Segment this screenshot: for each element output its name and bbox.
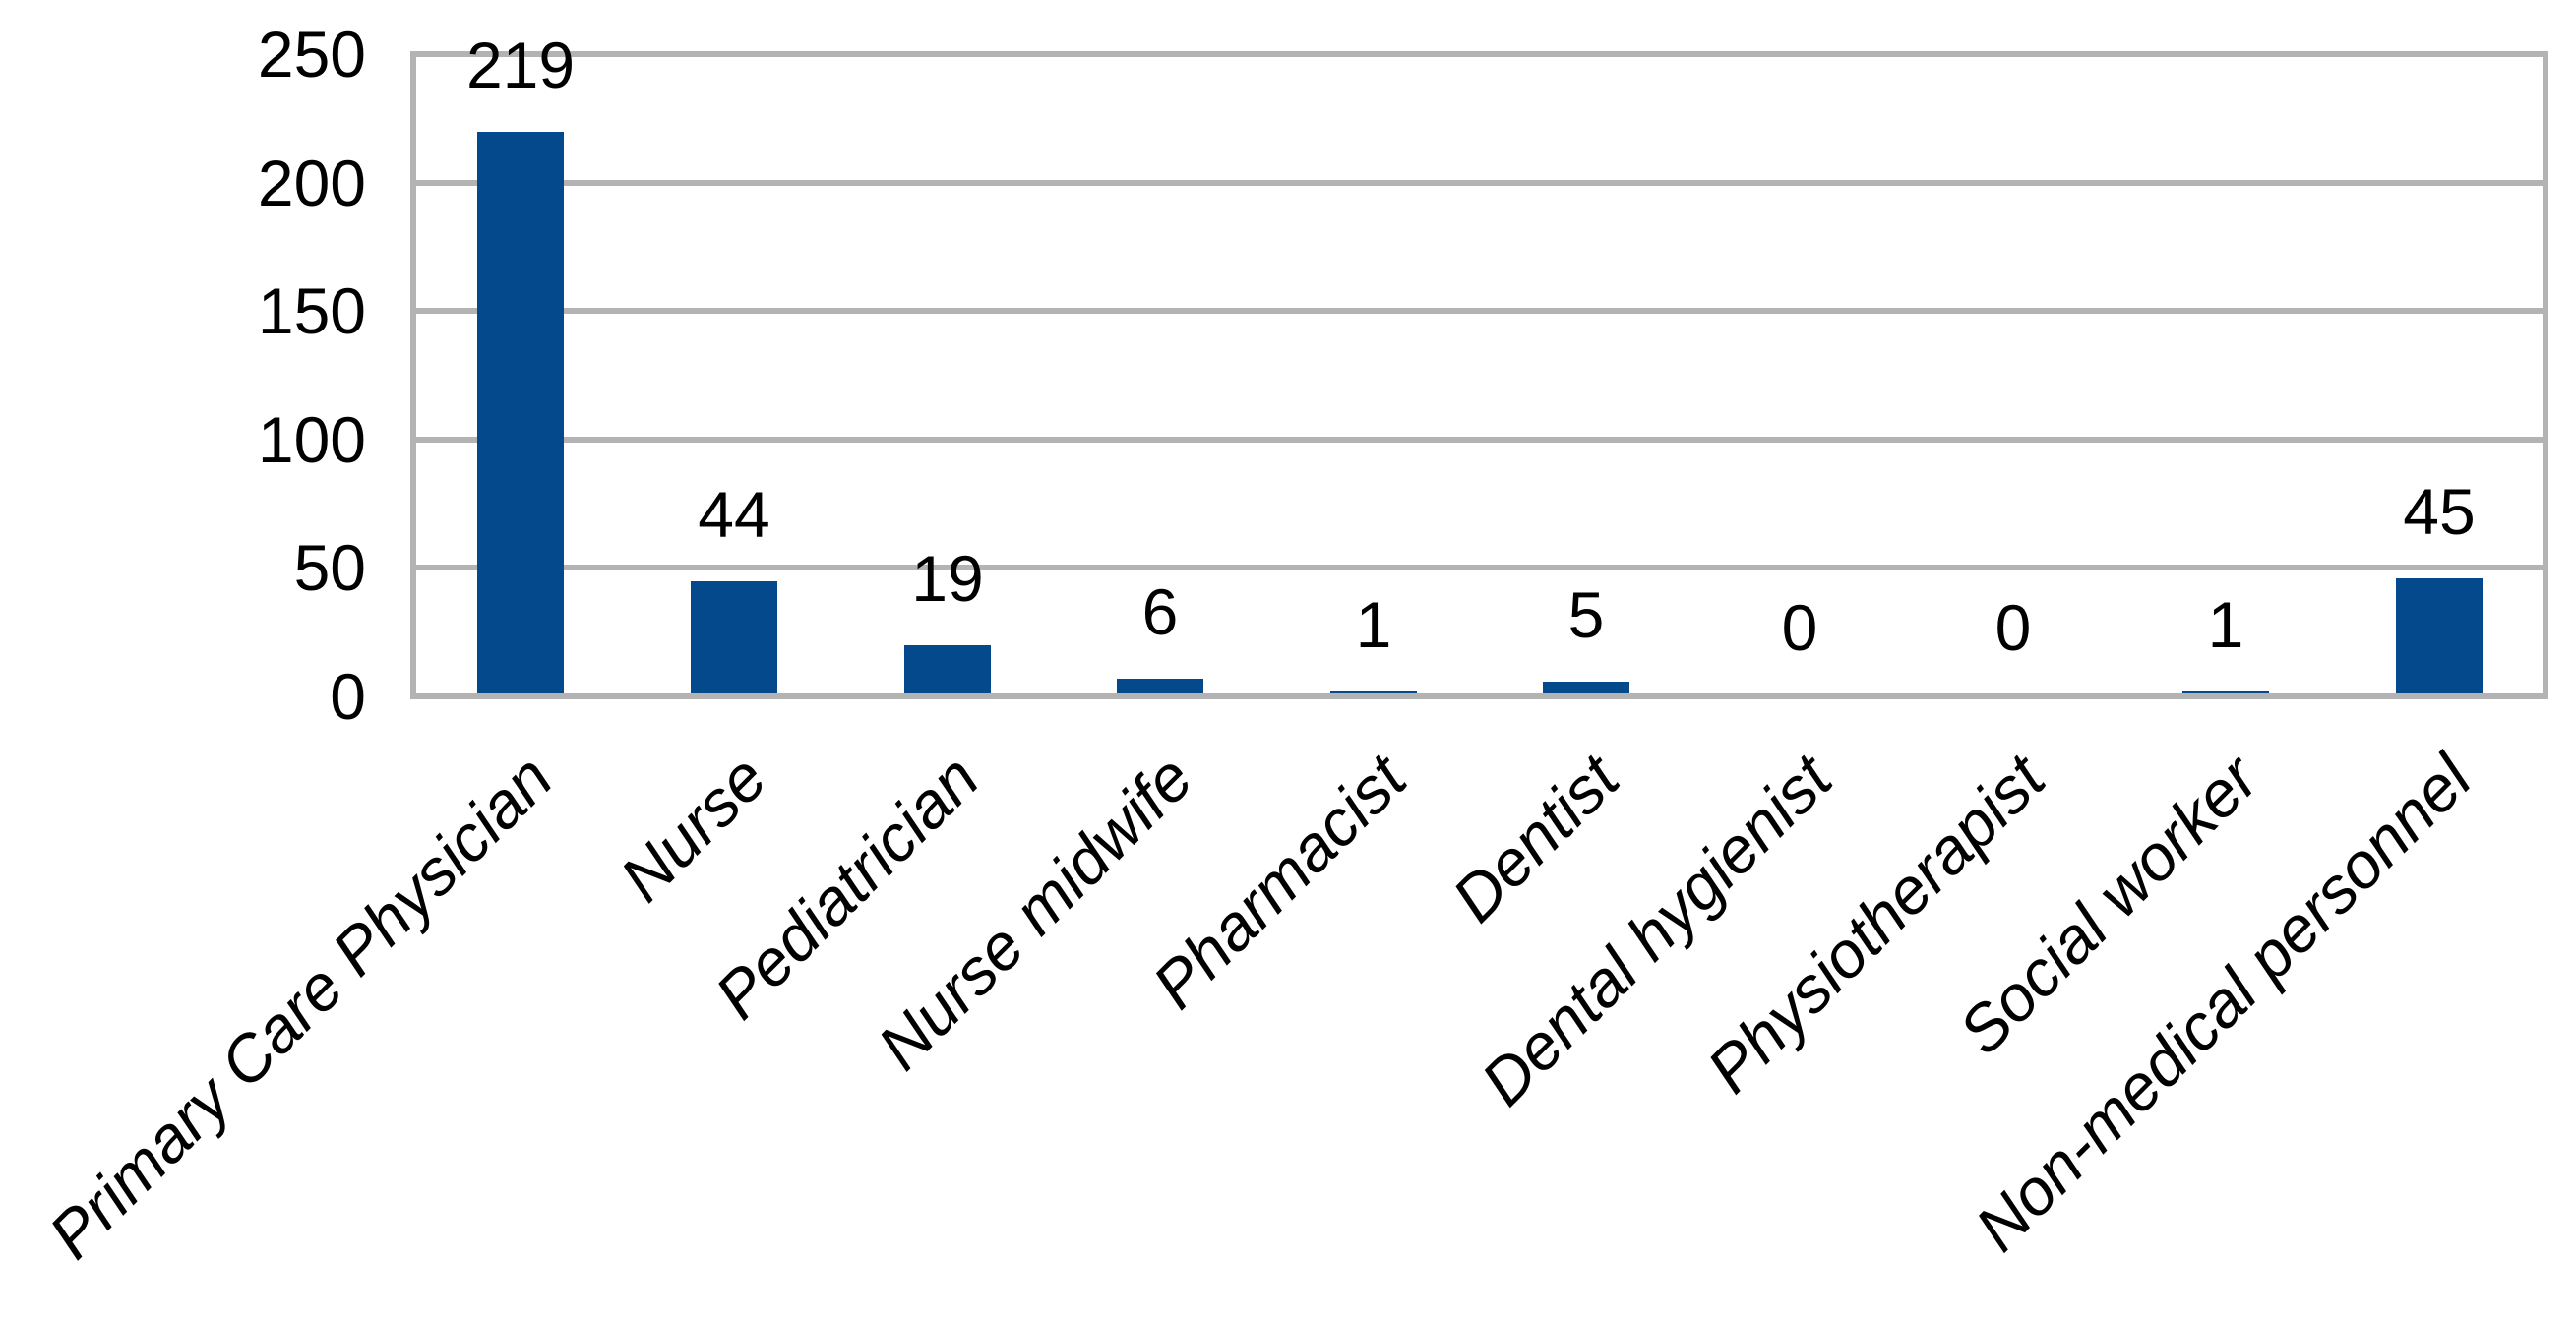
bar-value-label: 219 xyxy=(465,29,576,101)
bar xyxy=(691,581,777,694)
bar-value-label: 1 xyxy=(2207,588,2244,661)
bar-value-label: 0 xyxy=(1781,591,1818,664)
x-axis-category-label: Dentist xyxy=(1438,741,1632,935)
y-gridline xyxy=(416,180,2543,186)
y-gridline xyxy=(416,308,2543,314)
y-gridline xyxy=(416,565,2543,570)
bar-value-label: 0 xyxy=(1994,591,2032,664)
y-axis-tick-label: 50 xyxy=(293,531,366,604)
x-axis-category-label: Primary Care Physician xyxy=(34,741,567,1273)
y-gridline xyxy=(416,437,2543,443)
bar xyxy=(477,132,564,694)
bar xyxy=(1543,682,1629,694)
bar-value-label: 44 xyxy=(698,478,770,551)
bar-value-label: 6 xyxy=(1141,575,1179,648)
bar xyxy=(2396,578,2483,694)
y-axis-tick-label: 100 xyxy=(257,403,366,476)
bar xyxy=(1330,691,1417,694)
bar-value-label: 19 xyxy=(911,542,984,615)
y-axis-tick-label: 200 xyxy=(257,147,366,219)
y-axis-tick-label: 0 xyxy=(330,660,366,733)
plot-area-frame xyxy=(410,51,2548,699)
bar-value-label: 5 xyxy=(1567,578,1605,651)
x-axis-category-label: Nurse xyxy=(605,741,780,916)
bar xyxy=(904,645,991,694)
y-axis-tick-label: 250 xyxy=(257,18,366,90)
bar-value-label: 45 xyxy=(2403,475,2476,548)
bar xyxy=(2182,691,2269,694)
bar-value-label: 1 xyxy=(1355,588,1392,661)
y-axis-tick-label: 150 xyxy=(257,274,366,347)
bar xyxy=(1117,679,1203,694)
